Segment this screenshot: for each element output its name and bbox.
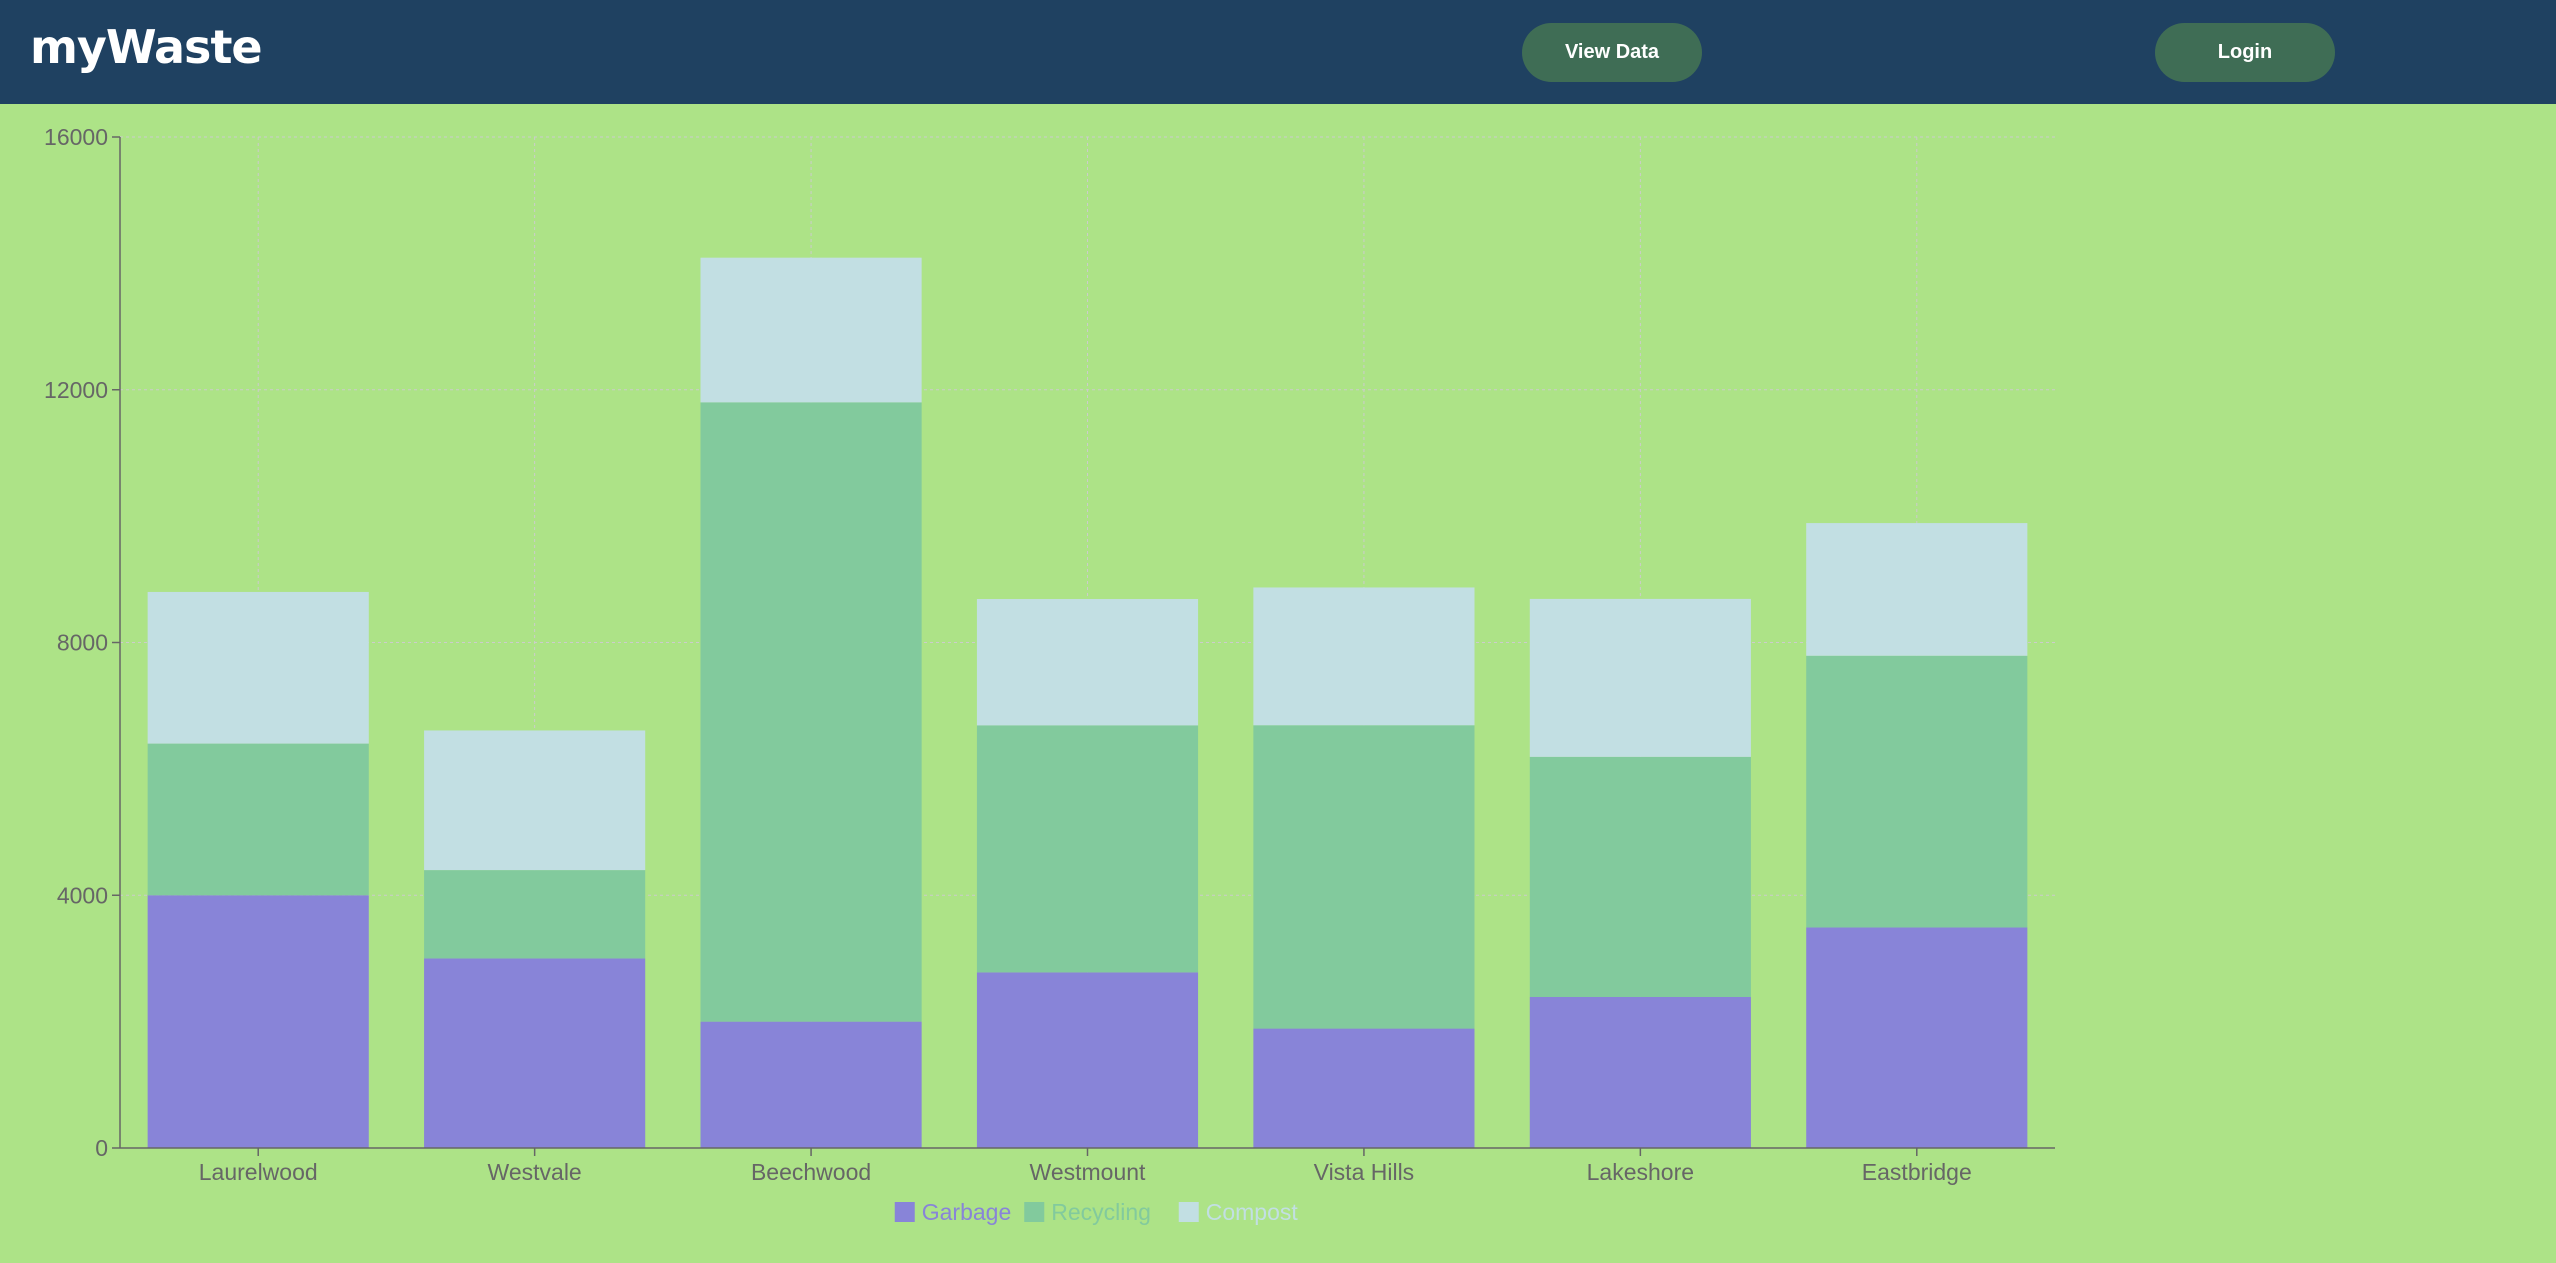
legend-label-recycling[interactable]: Recycling <box>1051 1199 1151 1225</box>
bar-compost-lakeshore[interactable] <box>1529 598 1751 757</box>
bar-garbage-westvale[interactable] <box>424 958 646 1148</box>
bar-recycling-laurelwood[interactable] <box>147 743 369 896</box>
bar-compost-eastbridge[interactable] <box>1806 523 2028 656</box>
legend-label-compost[interactable]: Compost <box>1206 1199 1299 1225</box>
bar-compost-westmount[interactable] <box>976 599 1199 726</box>
bar-compost-beechwood[interactable] <box>700 257 922 403</box>
legend-swatch-garbage[interactable] <box>894 1202 915 1222</box>
bar-recycling-westvale[interactable] <box>424 870 646 959</box>
legend-swatch-compost[interactable] <box>1178 1202 1199 1222</box>
y-tick-label: 0 <box>95 1135 108 1161</box>
app-header: myWaste View Data Login <box>0 0 2556 104</box>
x-tick-label: Laurelwood <box>199 1159 318 1185</box>
stacked-bar-chart: 0 4000 8000 12000 16000 Laurelwood Westvale Bee… <box>44 124 2055 1225</box>
y-tick-label: 8000 <box>57 630 108 656</box>
brand-logo[interactable]: myWaste <box>30 20 263 74</box>
bar-garbage-beechwood[interactable] <box>700 1021 922 1148</box>
bar-garbage-westmount[interactable] <box>976 972 1199 1148</box>
bar-compost-westvale[interactable] <box>424 730 646 871</box>
bar-recycling-westmount[interactable] <box>976 725 1199 973</box>
waste-chart-container: 0 4000 8000 12000 16000 Laurelwood Westvale Bee… <box>0 104 2556 1258</box>
y-tick-label: 16000 <box>44 124 108 150</box>
view-data-button[interactable]: View Data <box>1522 23 1702 82</box>
x-tick-label: Westvale <box>488 1159 582 1185</box>
bar-compost-laurelwood[interactable] <box>147 591 369 744</box>
bar-recycling-eastbridge[interactable] <box>1806 655 2028 928</box>
bar-recycling-beechwood[interactable] <box>700 402 922 1022</box>
login-button[interactable]: Login <box>2155 23 2335 82</box>
bar-compost-vista-hills[interactable] <box>1253 587 1475 726</box>
bar-recycling-lakeshore[interactable] <box>1529 756 1751 997</box>
legend-swatch-recycling[interactable] <box>1024 1202 1045 1222</box>
legend-label-garbage[interactable]: Garbage <box>922 1199 1012 1225</box>
x-tick-label: Beechwood <box>751 1159 871 1185</box>
x-tick-label: Lakeshore <box>1587 1159 1694 1185</box>
y-tick-label: 12000 <box>44 377 108 403</box>
bar-garbage-lakeshore[interactable] <box>1529 996 1751 1148</box>
bar-garbage-eastbridge[interactable] <box>1806 927 2028 1148</box>
x-tick-label: Eastbridge <box>1862 1159 1972 1185</box>
x-tick-label: Westmount <box>1030 1159 1147 1185</box>
bar-garbage-laurelwood[interactable] <box>147 895 369 1148</box>
x-tick-label: Vista Hills <box>1314 1159 1415 1185</box>
bar-recycling-vista-hills[interactable] <box>1253 725 1475 1029</box>
bar-garbage-vista-hills[interactable] <box>1253 1028 1475 1148</box>
y-tick-label: 4000 <box>57 882 108 908</box>
